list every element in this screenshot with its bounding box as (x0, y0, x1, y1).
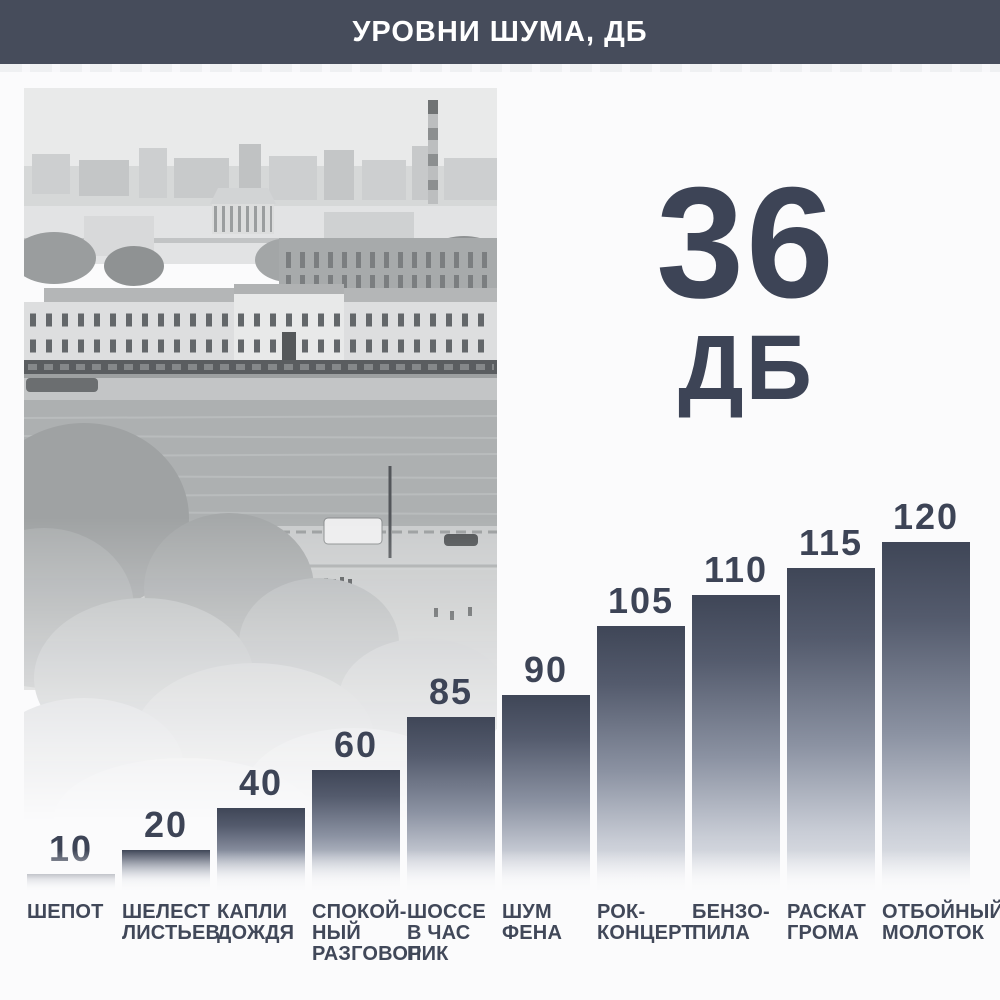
noise-bar (882, 542, 970, 890)
bar-value-label: 60 (333, 724, 379, 765)
embankment-wall (24, 374, 497, 400)
header-bar: УРОВНИ ШУМА, ДБ (0, 0, 1000, 64)
palace-facade (24, 284, 497, 374)
city-photo (24, 88, 497, 868)
portico-pediment (210, 188, 276, 204)
bar-value-label: 40 (238, 762, 284, 803)
noise-bar (597, 626, 685, 890)
page-title: УРОВНИ ШУМА, ДБ (352, 15, 648, 48)
boat (26, 378, 98, 392)
current-level-value: 36 (656, 155, 836, 331)
chimney (428, 100, 438, 204)
bar-category-label: СПОКОЙ- НЫЙ РАЗГОВОР (312, 901, 422, 965)
baseline-fade-overlay (0, 850, 1000, 892)
dark-car (444, 534, 478, 546)
bar-value-label: 110 (703, 549, 769, 590)
bar-value-label: 85 (428, 671, 474, 712)
box-truck (323, 517, 383, 545)
bar-category-label: ШУМ ФЕНА (502, 901, 563, 944)
bar-category-label: ОТБОЙНЫЙ МОЛОТОК (882, 901, 1000, 944)
bar-value-label: 120 (892, 496, 960, 537)
noise-bar (787, 568, 875, 890)
bar-value-label: 20 (143, 804, 189, 845)
bar-category-label: КАПЛИ ДОЖДЯ (217, 901, 295, 944)
current-level-unit: ДБ (678, 317, 814, 419)
city-photo-illustration (24, 88, 497, 868)
bar-category-label: БЕНЗО- ПИЛА (692, 901, 770, 944)
bar-value-label: 115 (798, 522, 864, 563)
bar-category-label: ШОССЕ В ЧАС ПИК (407, 901, 486, 965)
bar-category-label: ШЕЛЕСТ ЛИСТЬЕВ (122, 901, 221, 944)
bar-value-label: 90 (523, 649, 569, 690)
noise-bar (692, 595, 780, 890)
bar-value-label: 105 (607, 580, 675, 621)
header-shadow-strip (0, 64, 1000, 72)
bar-category-label: РОК- КОНЦЕРТ (597, 901, 694, 944)
bar-category-label: РАСКАТ ГРОМА (787, 901, 867, 944)
current-level-readout: 36 ДБ (570, 155, 922, 419)
bar-category-label: ШЕПОТ (27, 901, 104, 923)
